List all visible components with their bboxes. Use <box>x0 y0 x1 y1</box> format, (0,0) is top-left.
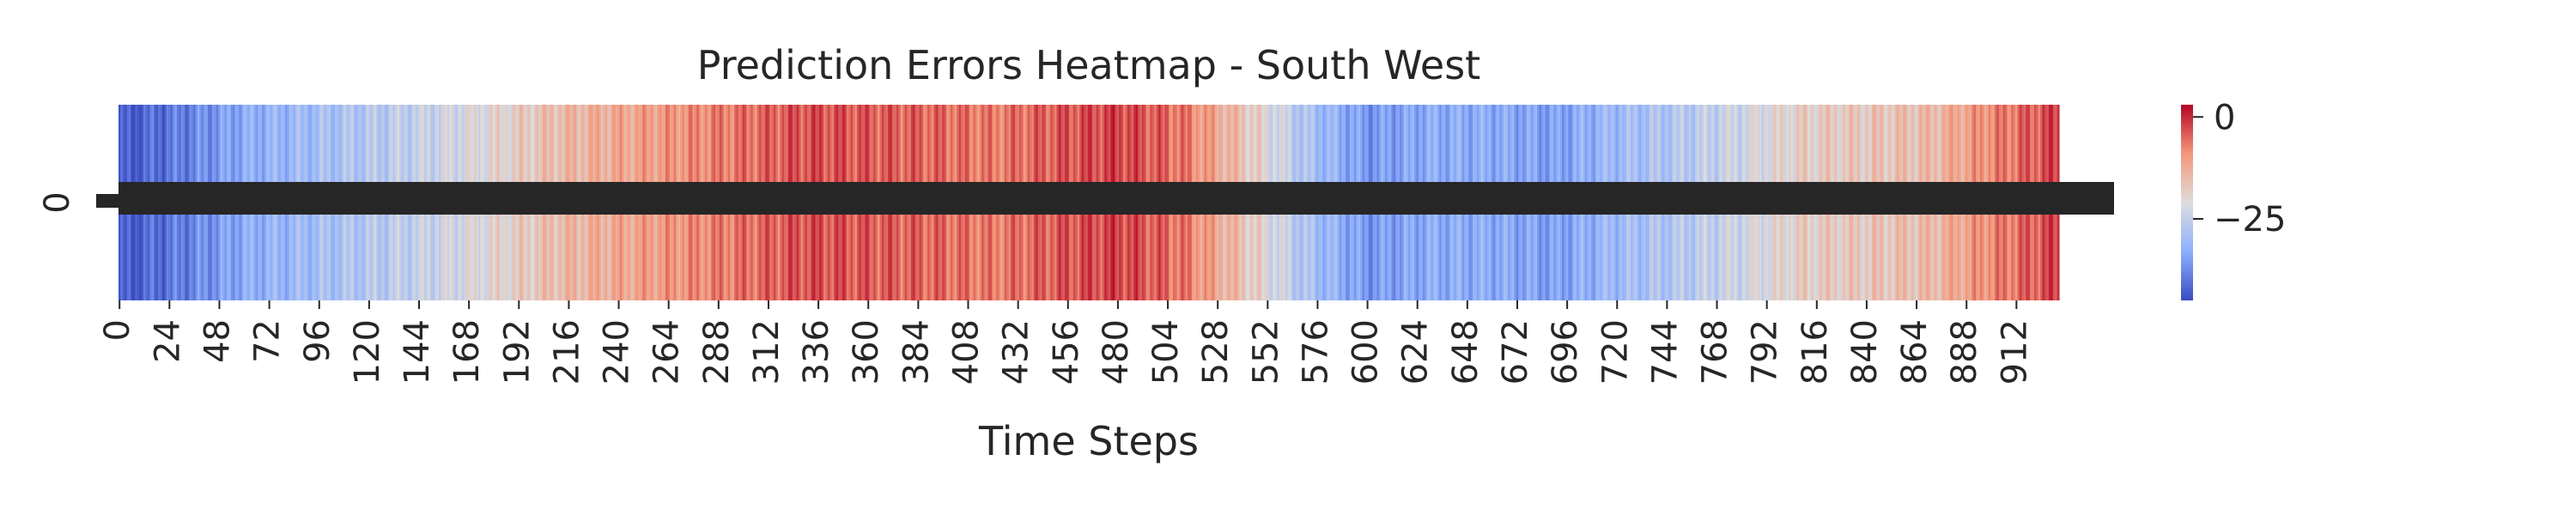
x-tick-label: 480 <box>1097 319 1136 385</box>
x-tick-label: 360 <box>847 319 886 385</box>
x-tick-label: 192 <box>497 319 537 385</box>
x-tick-label: 528 <box>1196 319 1236 385</box>
colorbar-tick-label: −25 <box>2214 200 2286 239</box>
x-tick-label: 792 <box>1746 319 1785 385</box>
annotation-band <box>118 182 2114 215</box>
x-tick-label: 72 <box>248 319 288 363</box>
x-tick-label: 864 <box>1895 319 1935 385</box>
x-tick-label: 504 <box>1146 319 1186 385</box>
x-tick-label: 576 <box>1297 319 1336 385</box>
y-tick-label: 0 <box>38 191 77 213</box>
colorbar-gradient <box>2181 105 2193 300</box>
x-tick-label: 696 <box>1546 319 1585 385</box>
chart-title: Prediction Errors Heatmap - South West <box>697 42 1480 88</box>
x-axis-ticks: 0 24 48 72 96 120 144 168 192 216 240 264 288 312 336 3… <box>98 300 2034 385</box>
annotation-overflow <box>96 194 148 208</box>
x-tick-label: 312 <box>747 319 787 385</box>
x-tick-label: 120 <box>348 319 387 385</box>
x-tick-label: 384 <box>896 319 936 385</box>
x-tick-label: 24 <box>148 319 187 363</box>
x-tick-label: 96 <box>298 319 337 363</box>
x-tick-label: 816 <box>1795 319 1835 385</box>
x-tick-label: 168 <box>447 319 487 385</box>
x-tick-label: 48 <box>198 319 238 363</box>
colorbar-tick-label: 0 <box>2214 98 2235 137</box>
x-tick-label: 408 <box>947 319 987 385</box>
x-tick-label: 264 <box>647 319 687 385</box>
x-tick-label: 552 <box>1246 319 1285 385</box>
x-tick-label: 432 <box>997 319 1036 385</box>
x-tick-label: 288 <box>697 319 737 385</box>
x-tick-label: 720 <box>1595 319 1635 385</box>
x-tick-label: 768 <box>1696 319 1735 385</box>
x-tick-label: 0 <box>98 319 137 341</box>
x-tick-label: 672 <box>1496 319 1535 385</box>
x-tick-label: 216 <box>547 319 586 385</box>
x-tick-label: 840 <box>1845 319 1885 385</box>
x-tick-label: 240 <box>598 319 637 385</box>
colorbar: 0 −25 <box>2181 98 2286 300</box>
x-tick-label: 648 <box>1446 319 1485 385</box>
x-tick-label: 144 <box>398 319 437 385</box>
x-tick-label: 744 <box>1645 319 1685 385</box>
x-tick-label: 600 <box>1346 319 1386 385</box>
x-axis-label: Time Steps <box>978 418 1199 464</box>
x-tick-label: 336 <box>797 319 836 385</box>
x-tick-label: 888 <box>1945 319 1984 385</box>
x-tick-label: 912 <box>1995 319 2034 385</box>
cell-annotations <box>96 182 2114 215</box>
x-tick-label: 456 <box>1047 319 1086 385</box>
x-tick-label: 624 <box>1396 319 1436 385</box>
